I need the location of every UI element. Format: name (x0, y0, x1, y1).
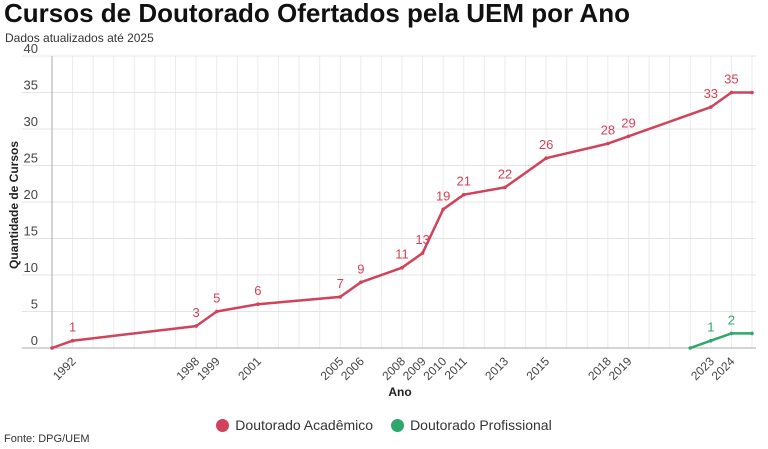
y-axis-label: Quantidade de Cursos (7, 141, 21, 269)
y-tick-label: 0 (31, 333, 38, 348)
data-point (688, 346, 693, 350)
legend-item-profissional[interactable]: Doutorado Profissional (391, 417, 552, 433)
data-label: 6 (254, 283, 261, 298)
data-point (709, 105, 713, 109)
data-point (503, 185, 507, 190)
data-point (626, 134, 631, 139)
series-line (51, 91, 752, 350)
x-tick-label: 1992 (50, 354, 79, 383)
data-label: 1 (69, 320, 76, 335)
y-tick-label: 40 (24, 41, 38, 56)
data-label: 35 (724, 72, 738, 87)
data-label: 26 (539, 137, 553, 152)
data-label: 28 (601, 123, 615, 138)
data-label: 5 (213, 291, 220, 306)
data-label: 33 (704, 86, 718, 101)
x-tick-label: 2011 (442, 354, 470, 382)
legend: Doutorado Acadêmico Doutorado Profission… (0, 417, 768, 433)
y-tick-label: 30 (24, 114, 38, 129)
legend-swatch (391, 418, 405, 432)
data-point (709, 338, 713, 343)
chart-subtitle: Dados atualizados até 2025 (5, 31, 154, 45)
data-point (194, 324, 198, 328)
data-point (729, 90, 734, 95)
y-tick-label: 20 (24, 187, 38, 202)
data-point (359, 280, 363, 285)
data-label: 3 (193, 305, 200, 320)
data-label: 9 (357, 261, 364, 276)
data-label: 21 (457, 174, 471, 189)
y-tick-label: 25 (24, 151, 38, 166)
x-tick-label: 1999 (194, 354, 223, 383)
legend-label: Doutorado Profissional (410, 417, 552, 433)
y-tick-label: 5 (31, 297, 38, 312)
y-tick-label: 35 (24, 78, 38, 93)
data-point (750, 331, 754, 336)
data-point (441, 207, 445, 212)
data-point (750, 90, 754, 95)
data-point (400, 265, 404, 270)
legend-item-academico[interactable]: Doutorado Acadêmico (216, 417, 373, 433)
data-label: 13 (415, 232, 429, 247)
data-label: 2 (728, 312, 735, 327)
data-label: 29 (621, 115, 635, 130)
data-point (544, 156, 548, 160)
chart-title: Cursos de Doutorado Ofertados pela UEM p… (4, 0, 630, 28)
x-axis-label: Ano (388, 385, 411, 399)
x-tick-label: 2001 (235, 354, 264, 383)
series-line (689, 332, 752, 350)
data-point (606, 141, 610, 146)
data-label: 7 (337, 276, 344, 291)
legend-label: Doutorado Acadêmico (235, 417, 374, 433)
data-point (70, 338, 75, 343)
data-point (420, 251, 425, 255)
data-point (214, 309, 219, 314)
data-point (256, 302, 260, 307)
data-point (338, 295, 343, 299)
x-tick-label: 2013 (482, 354, 511, 383)
y-tick-label: 10 (24, 260, 38, 275)
data-label: 22 (498, 166, 512, 181)
data-point (729, 331, 734, 336)
y-tick-label: 15 (24, 224, 38, 239)
data-point (461, 192, 466, 197)
x-tick-label: 2019 (606, 354, 635, 383)
x-tick-label: 2006 (338, 354, 367, 383)
legend-swatch (216, 418, 230, 432)
x-tick-label: 2024 (709, 354, 738, 383)
data-label: 19 (436, 188, 450, 203)
x-tick-label: 2015 (523, 354, 552, 383)
data-label: 1 (707, 320, 714, 335)
data-point (50, 346, 54, 350)
source-note: Fonte: DPG/UEM (4, 433, 90, 445)
data-label: 11 (395, 247, 409, 262)
